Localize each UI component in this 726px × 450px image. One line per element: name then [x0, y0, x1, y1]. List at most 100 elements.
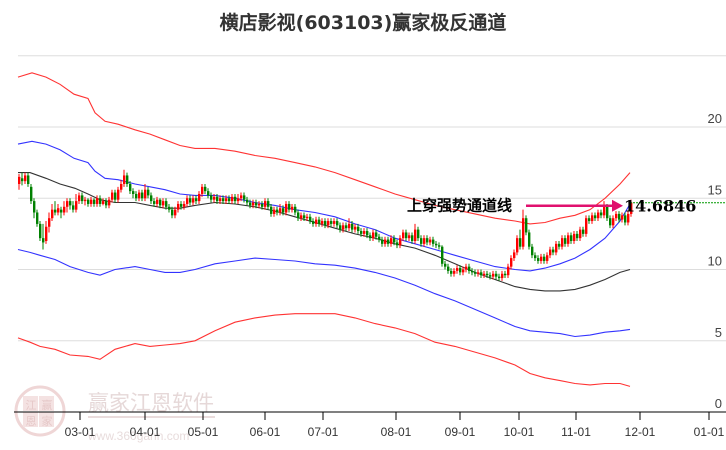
up-candle: [201, 186, 204, 194]
down-candle: [135, 193, 138, 199]
up-candle: [408, 235, 411, 239]
down-candle: [393, 238, 396, 243]
up-candle: [615, 213, 618, 219]
down-candle: [159, 199, 162, 206]
down-candle: [564, 238, 567, 244]
x-tick-label: 08-01: [381, 425, 412, 439]
down-candle: [351, 223, 354, 230]
up-candle: [162, 201, 165, 206]
down-candle: [114, 192, 117, 200]
up-candle: [111, 192, 114, 200]
up-candle: [51, 209, 54, 219]
down-candle: [417, 229, 420, 239]
up-candle: [63, 206, 66, 213]
down-candle: [294, 206, 297, 213]
down-candle: [486, 273, 489, 276]
up-candle: [483, 273, 486, 276]
up-candle: [285, 203, 288, 213]
down-candle: [534, 255, 537, 259]
up-candle: [573, 233, 576, 241]
up-candle: [333, 221, 336, 224]
up-candle: [90, 199, 93, 204]
down-candle: [69, 201, 72, 206]
up-candle: [84, 199, 87, 202]
up-candle: [372, 232, 375, 239]
down-candle: [558, 243, 561, 247]
candlesticks: [18, 169, 633, 281]
up-candle: [354, 226, 357, 230]
down-candle: [498, 276, 501, 279]
up-candle: [315, 219, 318, 224]
down-candle: [537, 258, 540, 261]
up-candle: [192, 198, 195, 203]
up-candle: [78, 195, 81, 202]
down-candle: [345, 225, 348, 229]
up-candle: [462, 269, 465, 273]
down-candle: [411, 235, 414, 241]
down-candle: [297, 212, 300, 219]
up-candle: [603, 206, 606, 216]
down-candle: [228, 198, 231, 202]
up-candle: [75, 201, 78, 210]
down-candle: [261, 203, 264, 207]
down-candle: [420, 238, 423, 244]
down-candle: [255, 202, 258, 206]
up-candle: [183, 203, 186, 207]
chart-title: 横店影视(603103)赢家极反通道: [219, 12, 507, 34]
down-candle: [60, 209, 63, 213]
down-candle: [450, 270, 453, 274]
down-candle: [105, 201, 108, 206]
down-candle: [387, 239, 390, 244]
watermark-seal-icon: [14, 385, 66, 437]
up-candle: [258, 203, 261, 206]
up-candle: [585, 218, 588, 234]
up-candle: [540, 256, 543, 261]
x-tick-label: 12-01: [625, 425, 656, 439]
down-candle: [618, 213, 621, 220]
up-candle: [120, 184, 123, 190]
up-candle: [213, 196, 216, 200]
x-tick-label: 03-01: [65, 425, 96, 439]
up-candle: [591, 215, 594, 222]
up-candle: [45, 226, 48, 241]
down-candle: [525, 218, 528, 233]
down-candle: [396, 242, 399, 246]
x-tick-label: 01-01: [694, 425, 725, 439]
down-candle: [444, 263, 447, 267]
down-candle: [375, 232, 378, 237]
down-candle: [435, 243, 438, 246]
up-candle: [174, 209, 177, 216]
down-candle: [36, 212, 39, 224]
down-candle: [234, 196, 237, 202]
down-candle: [222, 198, 225, 202]
up-candle: [621, 215, 624, 220]
up-candle: [492, 273, 495, 277]
up-candle: [252, 202, 255, 206]
down-candle: [432, 239, 435, 244]
down-candle: [33, 201, 36, 213]
down-candle: [624, 215, 627, 223]
up-candle: [48, 218, 51, 227]
up-candle: [546, 255, 549, 261]
down-candle: [381, 239, 384, 244]
down-candle: [165, 201, 168, 207]
up-candle: [363, 231, 366, 234]
up-candle: [117, 189, 120, 200]
down-candle: [81, 195, 84, 202]
up-candle: [156, 199, 159, 204]
down-candle: [282, 208, 285, 213]
up-candle: [567, 235, 570, 244]
up-candle: [108, 199, 111, 206]
up-candle: [465, 266, 468, 270]
down-candle: [360, 231, 363, 234]
annotation-value: 14.6846: [624, 197, 696, 216]
down-candle: [93, 199, 96, 204]
down-candle: [570, 235, 573, 241]
up-candle: [237, 198, 240, 202]
down-candle: [600, 212, 603, 216]
up-candle: [279, 208, 282, 213]
down-candle: [126, 175, 129, 184]
down-candle: [609, 218, 612, 226]
up-candle: [414, 229, 417, 241]
up-candle: [510, 258, 513, 267]
